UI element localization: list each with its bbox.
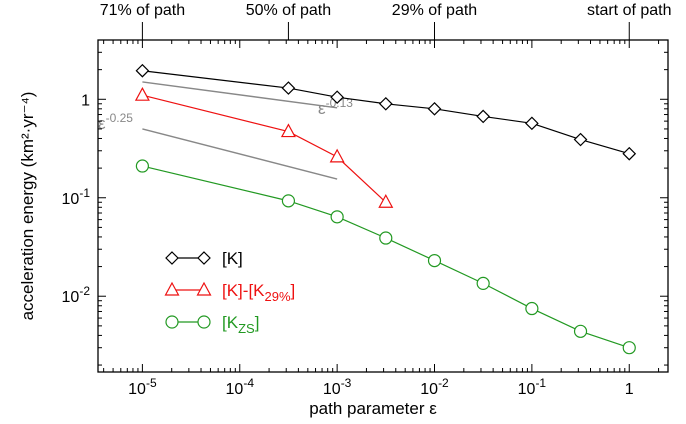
- x-tick-label: 10-4: [226, 376, 255, 398]
- y-tick-label: 10-2: [62, 284, 91, 306]
- top-axis-label: start of path: [587, 2, 672, 19]
- series: [134, 86, 394, 208]
- legend-marker: [165, 251, 179, 265]
- data-point: [280, 123, 296, 138]
- reference-line: [142, 81, 338, 109]
- x-tick-label: 10-3: [323, 376, 352, 398]
- data-point: [622, 146, 637, 161]
- data-point: [378, 96, 393, 111]
- x-axis-title: path parameter ε: [309, 399, 437, 418]
- x-tick-label: 1: [625, 381, 634, 398]
- series: [135, 63, 637, 161]
- data-point: [427, 101, 442, 116]
- data-point: [525, 301, 539, 316]
- legend-marker: [165, 315, 179, 329]
- x-tick-label: 10-1: [518, 376, 547, 398]
- x-tick-label: 10-2: [420, 376, 449, 398]
- legend-marker: [197, 251, 211, 265]
- legend-label: [K]-[K29%]: [222, 281, 295, 304]
- y-tick-label: 10-1: [62, 186, 91, 208]
- top-axis-label: 29% of path: [392, 2, 477, 19]
- data-point: [281, 194, 296, 208]
- data-point: [476, 109, 491, 124]
- legend-marker: [164, 281, 180, 296]
- data-point: [329, 148, 345, 163]
- legend-label: [K]: [222, 249, 243, 268]
- data-point: [379, 231, 393, 245]
- data-point: [330, 90, 344, 105]
- legend-item: [K]: [165, 249, 243, 268]
- data-point: [281, 81, 296, 95]
- series-line: [142, 165, 630, 349]
- data-point: [135, 63, 150, 78]
- series-line: [142, 94, 387, 203]
- plot-area: [97, 39, 669, 373]
- data-point: [330, 210, 344, 224]
- data-point: [427, 254, 442, 268]
- data-point: [573, 324, 588, 338]
- data-point: [135, 159, 149, 173]
- legend: [K] [K]-[K29%] [KZS]: [164, 249, 295, 336]
- top-axis-label: 71% of path: [100, 2, 185, 19]
- data-point: [525, 116, 539, 131]
- data-point: [573, 132, 588, 147]
- y-axis-title: acceleration energy (km²·yr⁻⁴): [18, 92, 37, 321]
- data-point: [622, 341, 636, 355]
- x-tick-label: 10-5: [128, 376, 157, 398]
- legend-item: [KZS]: [165, 313, 259, 336]
- data-series: [134, 63, 637, 355]
- reference-line-label: ε-0.13: [318, 96, 353, 118]
- reference-line: [142, 128, 338, 180]
- reference-line-label: ε-0.25: [98, 111, 133, 133]
- y-tick-label: 1: [81, 92, 90, 109]
- series: [135, 159, 636, 355]
- legend-item: [K]-[K29%]: [164, 281, 295, 304]
- plot-frame: [97, 39, 669, 373]
- data-point: [134, 86, 150, 101]
- data-point: [476, 276, 490, 290]
- legend-marker: [197, 315, 211, 329]
- series-line: [142, 70, 630, 155]
- legend-marker: [196, 281, 212, 296]
- axes: 10-5 10-4 10-3 10-2 10-1 1 1 10-1 10-2 71% of pat…: [18, 2, 672, 418]
- top-axis-label: 50% of path: [246, 2, 331, 19]
- data-point: [378, 193, 394, 208]
- legend-label: [KZS]: [222, 313, 259, 336]
- reference-lines: ε-0.13 ε-0.25: [98, 81, 353, 180]
